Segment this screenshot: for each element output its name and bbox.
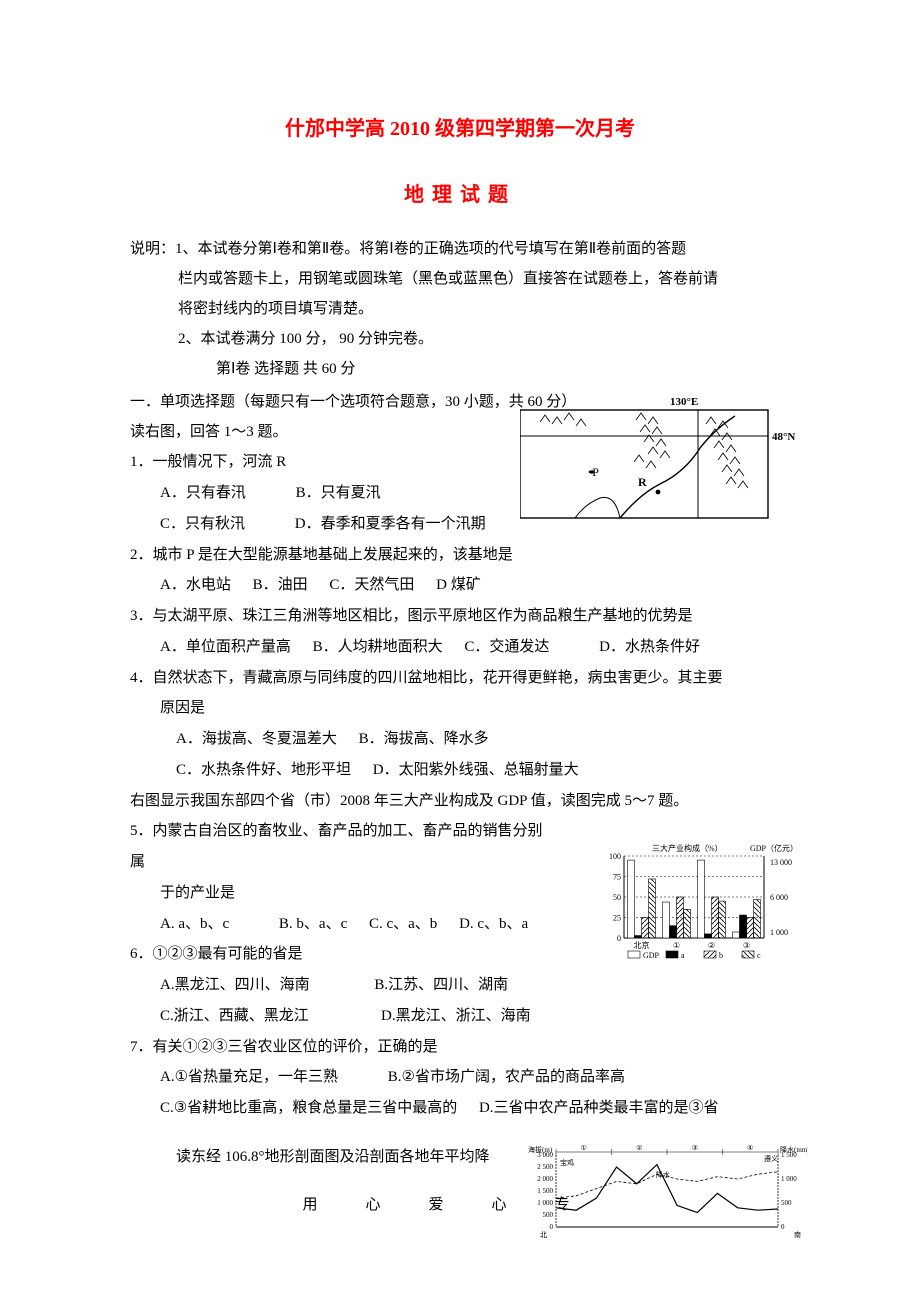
svg-text:500: 500 [781,1199,792,1207]
q1-option-b: B．只有夏汛 [296,485,381,501]
map-lon-label: 130°E [670,396,698,408]
q1-option-c: C．只有秋汛 [160,516,245,532]
q4-option-a: A．海拔高、冬夏温差大 [176,731,337,747]
svg-text:75: 75 [613,873,621,882]
q4-options-row2: C．水热条件好、地形平坦 D．太阳紫外线强、总辐射量大 [130,755,790,786]
q1-option-a: A．只有春汛 [160,485,246,501]
q2-option-d: D 煤矿 [436,577,481,593]
svg-text:0: 0 [550,1223,554,1231]
svg-text:1 000: 1 000 [781,1175,797,1183]
svg-text:1 500: 1 500 [781,1151,797,1159]
svg-text:500: 500 [543,1211,554,1219]
svg-text:25: 25 [613,914,621,923]
instructions-block: 说明：1、本试卷分第Ⅰ卷和第Ⅱ卷。将第Ⅰ卷的正确选项的代号填写在第Ⅱ卷前面的答题… [130,234,790,384]
q4-stem-1: 4．自然状态下，青藏高原与同纬度的四川盆地相比，花开得更鲜艳，病虫害更少。其主要 [130,663,790,694]
q2-options: A．水电站 B．油田 C．天然气田 D 煤矿 [130,570,790,601]
svg-text:0: 0 [617,934,621,943]
q2-stem: 2．城市 P 是在大型能源基地基础上发展起来的，该基地是 [130,540,790,571]
q6-options-row2: C.浙江、西藏、黑龙江 D.黑龙江、浙江、海南 [130,1001,790,1032]
q7-option-a: A.①省热量充足，一年三熟 [160,1069,338,1085]
svg-text:0: 0 [781,1223,785,1231]
q5-option-b: B. b、a、c [279,916,347,932]
svg-text:1 000: 1 000 [537,1199,553,1207]
q7-option-d: D.三省中农产品种类最丰富的是③省 [479,1100,719,1116]
chart-title-left: 三大产业构成（%） [652,843,723,853]
q3-option-c: C．交通发达 [464,639,549,655]
instruction-line-2: 栏内或答题卡上，用钢笔或圆珠笔（黑色或蓝黑色）直接答在试题卷上，答卷前请 [130,264,790,294]
instruction-line-3: 将密封线内的项目填写清楚。 [130,294,790,324]
chart-title-right: GDP（亿元） [750,843,798,853]
svg-text:2 500: 2 500 [537,1163,553,1171]
q3-option-d: D．水热条件好 [599,639,700,655]
q4-option-d: D．太阳紫外线强、总辐射量大 [373,762,579,778]
q7-options-row1: A.①省热量充足，一年三熟 B.②省市场广阔，农产品的商品率高 [130,1062,790,1093]
bar-chart-figure: 三大产业构成（%） GDP（亿元） 0 25 50 75 100 13 000 6 000 1… [604,842,800,974]
q7-stem: 7．有关①②③三省农业区位的评价，正确的是 [130,1032,790,1063]
instruction-line-1: 说明：1、本试卷分第Ⅰ卷和第Ⅱ卷。将第Ⅰ卷的正确选项的代号填写在第Ⅱ卷前面的答题 [130,234,790,264]
exam-title-sub: 地理试题 [130,176,790,214]
q6-option-d: D.黑龙江、浙江、海南 [381,1008,531,1024]
profile-chart-figure: 海拔(m)降水(mm)①②③④05001 0001 5002 0002 5003… [526,1143,808,1241]
q2-option-b: B．油田 [253,577,308,593]
q2-option-a: A．水电站 [160,577,231,593]
q3-option-a: A．单位面积产量高 [160,639,291,655]
svg-text:a: a [681,951,685,960]
exam-title-main: 什邡中学高 2010 级第四学期第一次月考 [130,110,790,148]
q7-option-c: C.③省耕地比重高，粮食总量是三省中最高的 [160,1100,457,1116]
svg-text:南: 南 [794,1230,801,1239]
q6-option-b: B.江苏、四川、湖南 [374,977,508,993]
svg-text:北: 北 [540,1231,547,1239]
q6-option-a: A.黑龙江、四川、海南 [160,977,310,993]
q3-option-b: B．人均耕地面积大 [313,639,443,655]
q7-options-row2: C.③省耕地比重高，粮食总量是三省中最高的 D.三省中农产品种类最丰富的是③省 [130,1093,790,1124]
instruction-line-4: 2、本试卷满分 100 分， 90 分钟完卷。 [130,324,790,354]
svg-text:②: ② [708,941,715,950]
svg-text:3 000: 3 000 [537,1151,553,1159]
q3-stem: 3．与太湖平原、珠江三角洲等地区相比，图示平原地区作为商品粮生产基地的优势是 [130,601,790,632]
svg-text:降水: 降水 [656,1170,670,1179]
svg-text:北京: 北京 [634,940,650,950]
svg-text:①: ① [673,941,680,950]
map-figure: 130°E 48°N •P R [520,394,802,526]
q4-options-row1: A．海拔高、冬夏温差大 B．海拔高、降水多 [130,724,790,755]
svg-text:2 000: 2 000 [537,1175,553,1183]
q7-option-b: B.②省市场广阔，农产品的商品率高 [388,1069,625,1085]
svg-text:13 000: 13 000 [770,858,792,867]
instruction-line-5: 第Ⅰ卷 选择题 共 60 分 [130,354,790,384]
q6-options-row1: A.黑龙江、四川、海南 B.江苏、四川、湖南 [130,970,790,1001]
q6-option-c: C.浙江、西藏、黑龙江 [160,1008,309,1024]
svg-text:③: ③ [743,941,750,950]
q4-option-b: B．海拔高、降水多 [359,731,489,747]
q3-options: A．单位面积产量高 B．人均耕地面积大 C．交通发达 D．水热条件好 [130,632,790,663]
svg-text:1 500: 1 500 [537,1187,553,1195]
svg-text:②: ② [636,1144,642,1152]
map-city-p-label: •P [588,465,599,479]
svg-text:100: 100 [609,852,621,861]
svg-text:50: 50 [613,893,621,902]
intro-q5-q7: 右图显示我国东部四个省（市）2008 年三大产业构成及 GDP 值，读图完成 5… [130,786,790,817]
q4-option-c: C．水热条件好、地形平坦 [176,762,351,778]
q5-option-c: C. c、a、b [369,916,437,932]
svg-text:遵义: 遵义 [764,1154,778,1163]
q2-option-c: C．天然气田 [329,577,414,593]
svg-text:①: ① [581,1144,587,1152]
svg-text:GDP: GDP [643,951,660,960]
map-lat-label: 48°N [772,431,795,443]
q4-stem-2: 原因是 [130,693,790,724]
svg-text:c: c [757,951,761,960]
svg-text:④: ④ [747,1144,753,1152]
q5-option-a: A. a、b、c [160,916,229,932]
map-river-r-label: R [638,475,647,489]
svg-text:③: ③ [692,1144,698,1152]
q5-option-d: D. c、b、a [459,916,528,932]
svg-text:b: b [719,951,723,960]
svg-text:1 000: 1 000 [770,928,788,937]
svg-text:6 000: 6 000 [770,893,788,902]
svg-text:宝鸡: 宝鸡 [560,1158,574,1167]
q1-option-d: D．春季和夏季各有一个汛期 [295,516,486,532]
